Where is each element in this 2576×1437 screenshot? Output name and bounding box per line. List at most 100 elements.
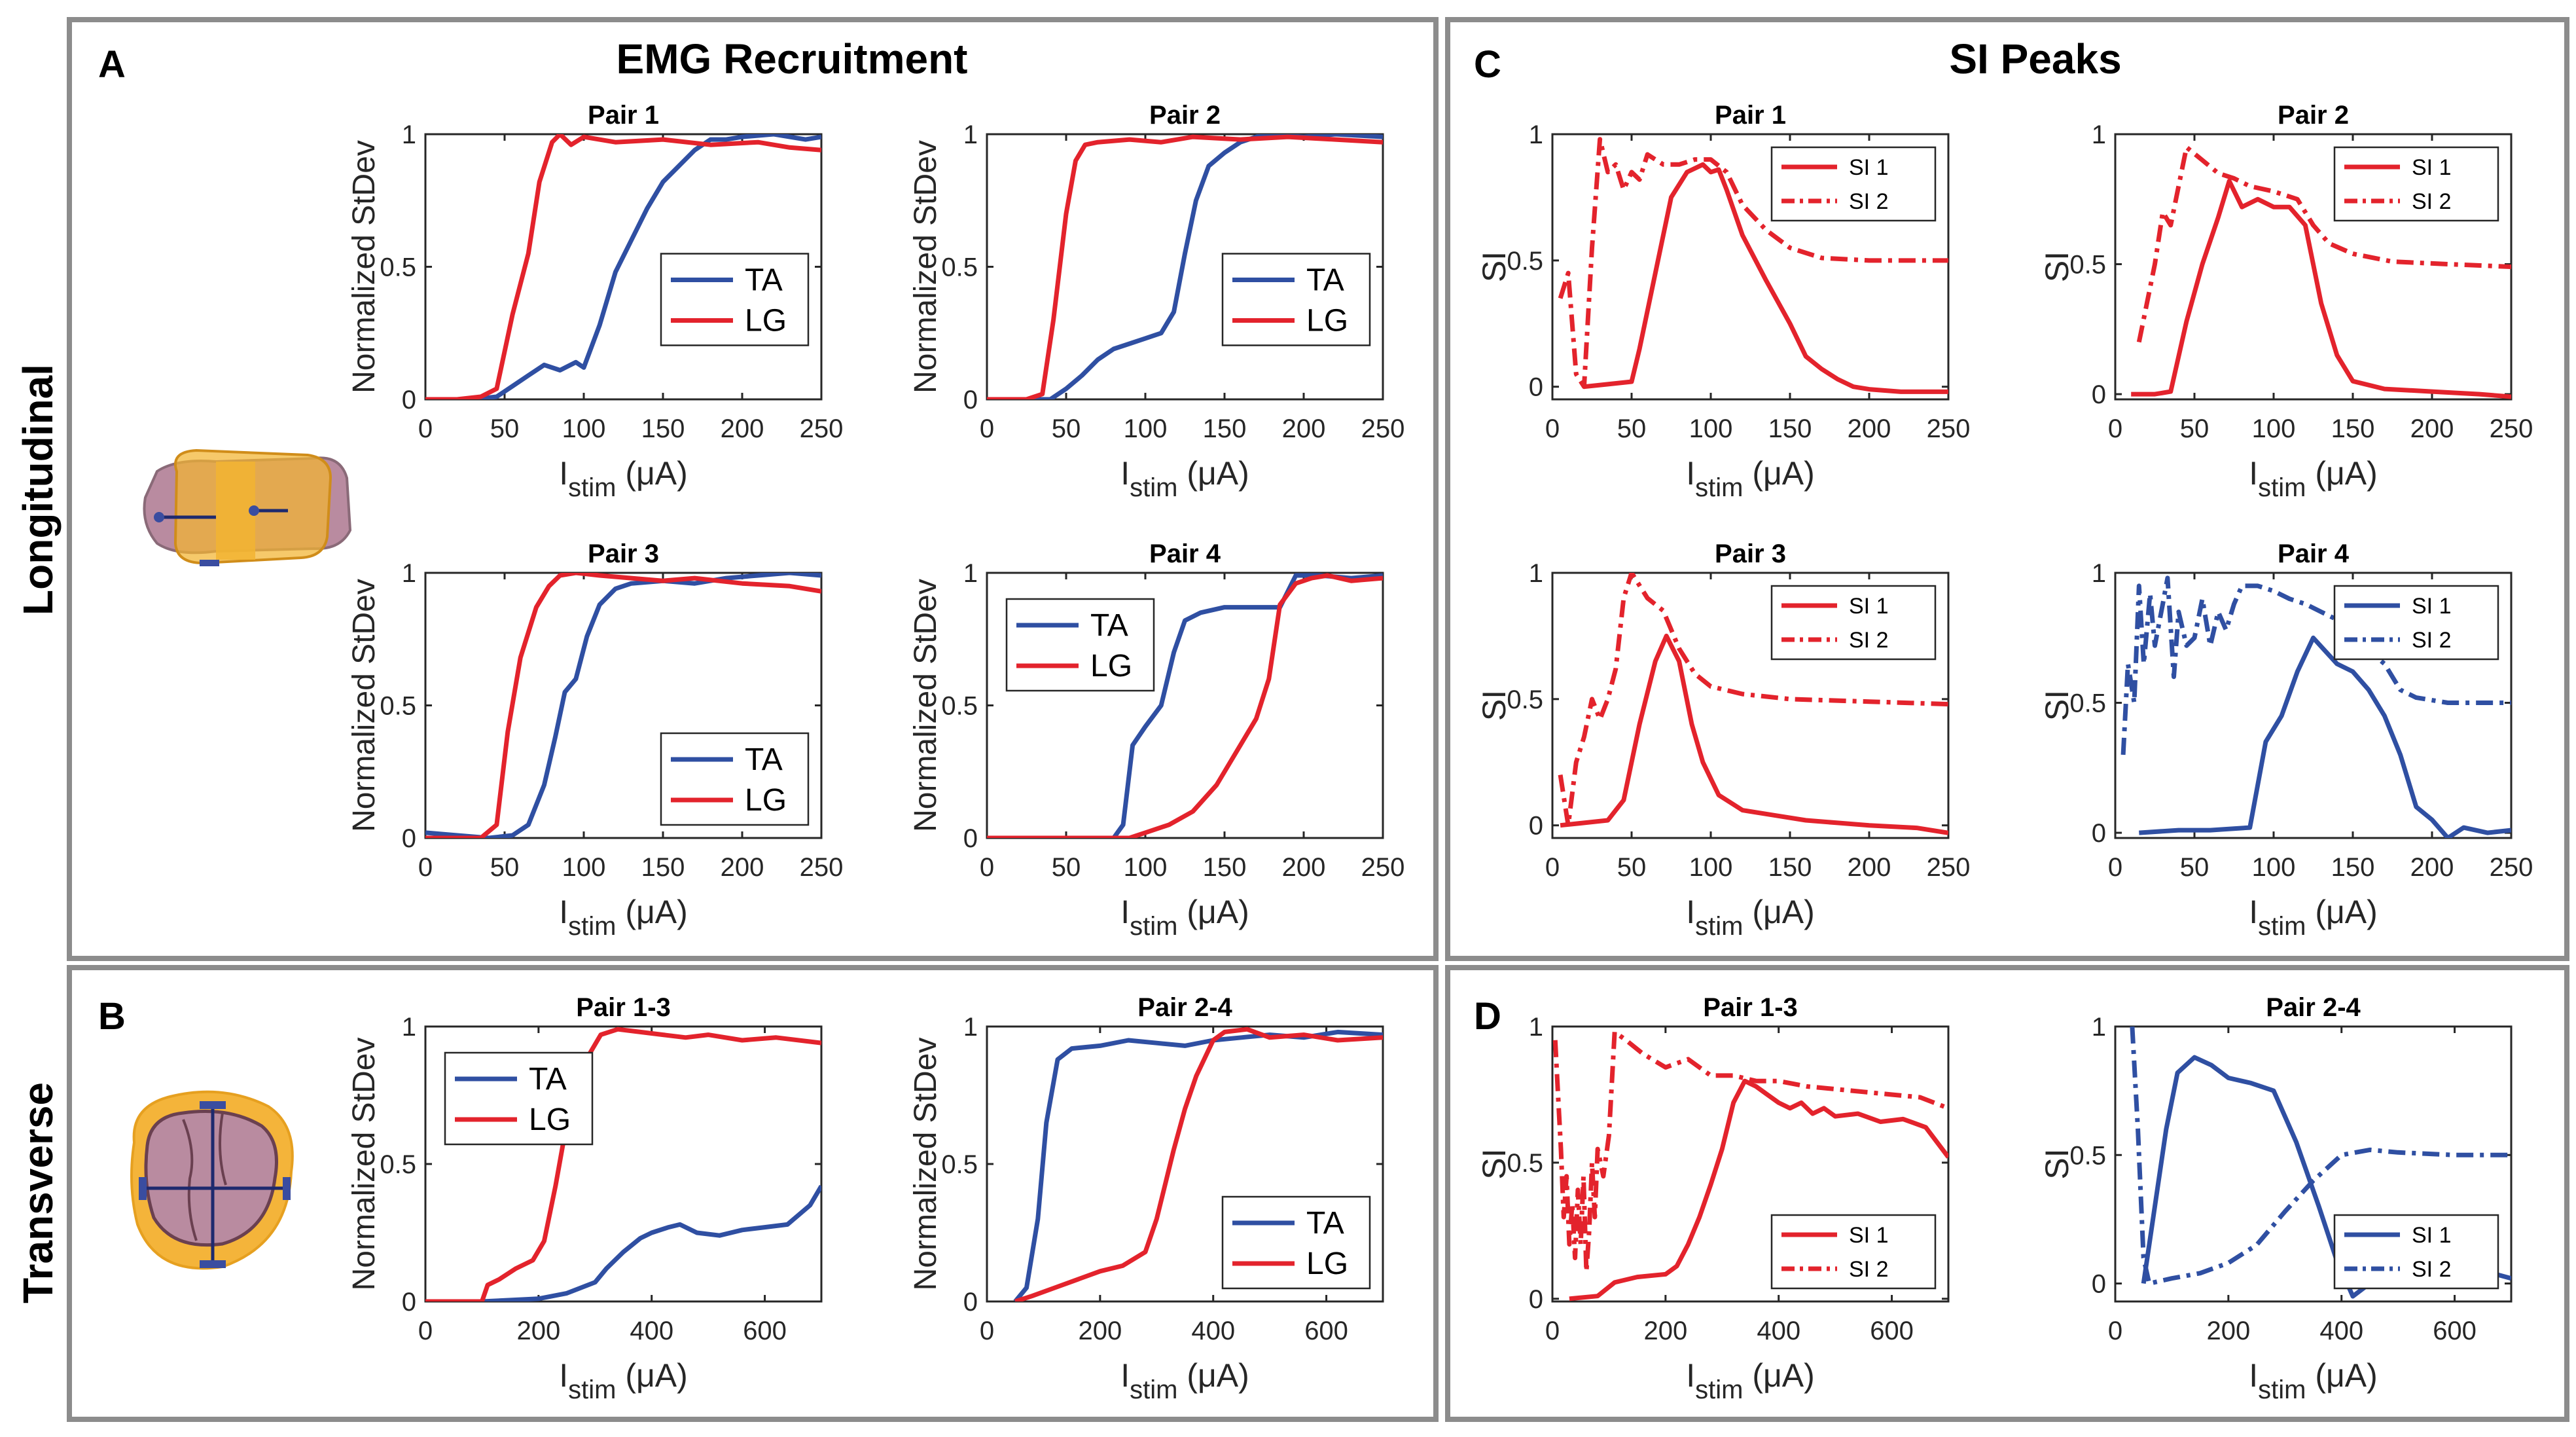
legend-label: LG: [1306, 1246, 1348, 1281]
chart-title: Pair 3: [1715, 539, 1786, 568]
y-tick-label: 0: [402, 824, 416, 853]
x-tick-label: 150: [2331, 414, 2375, 443]
series-line-lg: [987, 134, 1383, 399]
x-tick-label: 400: [630, 1317, 673, 1345]
x-tick-label: 200: [1848, 414, 1891, 443]
x-tick-label: 200: [1643, 1317, 1687, 1345]
x-tick-label: 100: [1689, 414, 1733, 443]
row-label-transverse: Transverse: [14, 1082, 62, 1303]
x-tick-label: 200: [516, 1317, 560, 1345]
legend-label: SI 2: [1849, 1257, 1888, 1282]
legend: TA LG: [444, 1051, 594, 1146]
series-line-lg: [425, 134, 821, 399]
chart-title: Pair 1: [588, 101, 659, 130]
y-tick-label: 0: [963, 1288, 978, 1317]
y-tick-label: 0.5: [941, 1150, 978, 1179]
panel-c-letter: C: [1474, 43, 1501, 86]
legend: SI 1 SI 2: [2333, 146, 2499, 222]
x-tick-label: 0: [2108, 1317, 2122, 1345]
panel-c-frame: [1445, 17, 2569, 961]
x-axis-label: Istim (μA): [2249, 894, 2378, 941]
chart-c-pair-4: Pair 4 0 50 100 150 200 250 0 0.5 1 Istim (μA) SI SI…: [2039, 539, 2533, 941]
legend-label: TA: [1306, 1206, 1344, 1241]
y-axis-label: SI: [1476, 251, 1512, 282]
legend-label: SI 1: [1849, 594, 1888, 619]
legend: TA LG: [660, 253, 810, 346]
x-tick-label: 250: [1927, 853, 1971, 882]
y-tick-label: 0.5: [380, 692, 416, 721]
series-line-lg: [425, 573, 821, 838]
chart-a-pair-3: Pair 3 0 50 100 150 200 250 0 0.5 1 Istim (μA) Norm…: [347, 539, 843, 941]
series-line-si-2: [2130, 1027, 2511, 1286]
chart-b-pair-1-3: Pair 1-3 0 200 400 600 0 0.5 1 Istim (μA) Normali…: [347, 993, 823, 1404]
legend-label: LG: [1090, 649, 1132, 683]
series-line-lg: [1014, 1027, 1383, 1301]
y-tick-label: 1: [402, 1013, 416, 1042]
legend-box: [1770, 1214, 1937, 1290]
y-axis-label: SI: [2039, 690, 2075, 721]
x-tick-label: 0: [1545, 853, 1560, 882]
x-tick-label: 0: [1545, 414, 1560, 443]
legend: SI 1 SI 2: [2333, 1214, 2499, 1290]
y-tick-label: 0: [1529, 373, 1543, 402]
legend-box: [1221, 253, 1371, 346]
x-tick-label: 250: [2490, 414, 2533, 443]
y-tick-label: 0: [963, 824, 978, 853]
y-tick-label: 0.5: [941, 692, 978, 721]
series-line-lg: [987, 573, 1383, 838]
x-tick-label: 200: [1282, 414, 1326, 443]
y-tick-label: 0.5: [941, 253, 978, 282]
x-tick-label: 200: [2410, 853, 2454, 882]
legend-box: [660, 253, 810, 346]
x-tick-label: 0: [418, 414, 433, 443]
series-line-si-2: [2136, 145, 2511, 343]
legend-label: SI 2: [2412, 1257, 2451, 1282]
x-axis-label: Istim (μA): [1120, 894, 1249, 941]
y-tick-label: 0.5: [2069, 689, 2106, 718]
legend-label: SI 1: [1849, 1223, 1888, 1248]
x-tick-label: 200: [1078, 1317, 1122, 1345]
x-tick-label: 250: [1361, 853, 1405, 882]
x-tick-label: 250: [2490, 853, 2533, 882]
y-axis-label: Normalized StDev: [908, 1038, 943, 1291]
x-tick-label: 600: [743, 1317, 787, 1345]
y-axis-label: Normalized StDev: [908, 140, 943, 393]
legend-label: SI 2: [1849, 628, 1888, 653]
chart-title: Pair 1-3: [576, 993, 671, 1022]
y-axis-label: SI: [1476, 1148, 1512, 1179]
series-line-ta: [987, 573, 1383, 838]
legend-label: LG: [745, 783, 787, 818]
y-tick-label: 0: [1529, 1285, 1543, 1314]
chart-title: Pair 1-3: [1703, 993, 1798, 1022]
x-tick-label: 400: [2319, 1317, 2363, 1345]
x-tick-label: 0: [1545, 1317, 1560, 1345]
y-tick-label: 0: [2092, 819, 2106, 848]
x-tick-label: 50: [2180, 853, 2209, 882]
legend-label: TA: [1090, 608, 1128, 643]
y-axis-label: Normalized StDev: [347, 579, 382, 832]
x-tick-label: 200: [2410, 414, 2454, 443]
chart-title: Pair 2: [1149, 101, 1221, 130]
series-line-si-1: [2131, 179, 2511, 399]
chart-a-pair-4: Pair 4 0 50 100 150 200 250 0 0.5 1 Istim (μA) Norm…: [908, 539, 1404, 941]
y-axis-label: Normalized StDev: [347, 140, 382, 393]
y-axis-label: SI: [1476, 690, 1512, 721]
y-tick-label: 0.5: [2069, 1141, 2106, 1170]
series-line-si-2: [1558, 573, 1948, 828]
y-tick-label: 0: [402, 386, 416, 414]
x-tick-label: 0: [2108, 853, 2122, 882]
series-line-si-1: [2139, 635, 2511, 838]
legend-label: SI 1: [2412, 1223, 2451, 1248]
legend-label: TA: [745, 742, 783, 777]
legend-box: [2333, 146, 2499, 222]
legend-box: [1770, 146, 1937, 222]
x-tick-label: 600: [1304, 1317, 1348, 1345]
x-tick-label: 100: [562, 853, 606, 882]
chart-title: Pair 1: [1715, 101, 1786, 130]
x-tick-label: 150: [1768, 853, 1812, 882]
legend-label: SI 1: [2412, 594, 2451, 619]
x-tick-label: 200: [721, 853, 764, 882]
y-tick-label: 1: [402, 120, 416, 149]
chart-title: Pair 4: [2278, 539, 2350, 568]
